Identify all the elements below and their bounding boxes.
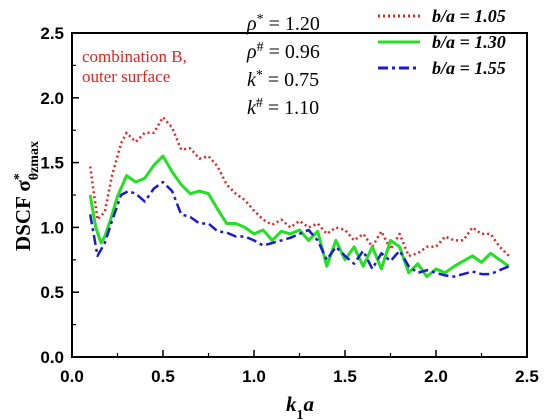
legend-label-series-2: b/a = 1.30 (432, 32, 506, 52)
y-tick-label: 0.0 (40, 348, 64, 367)
x-tick-label: 1.5 (333, 367, 357, 386)
y-tick-label: 2.0 (40, 89, 64, 108)
y-tick-label: 1.5 (40, 154, 64, 173)
y-tick-label: 0.5 (40, 283, 64, 302)
param-k-star: k* = 0.75 (247, 68, 319, 92)
param-rho-star: ρ* = 1.20 (246, 12, 320, 36)
legend-label-series-1: b/a = 1.05 (432, 6, 506, 26)
x-axis-label: k1a (286, 392, 314, 420)
param-rho-hash: ρ# = 0.96 (246, 40, 320, 64)
y-tick-label: 2.5 (40, 24, 64, 43)
legend: b/a = 1.05 b/a = 1.30 b/a = 1.55 (378, 6, 506, 78)
plot-frame (71, 32, 528, 358)
param-k-hash: k# = 1.10 (247, 96, 319, 120)
series-line-2 (88, 154, 510, 279)
x-tick-label: 0.5 (151, 367, 175, 386)
y-axis-label: DSCF σ*θzmax (11, 141, 42, 251)
legend-label-series-3: b/a = 1.55 (432, 58, 506, 78)
series-line-3 (88, 180, 510, 278)
series-line-1 (88, 115, 510, 258)
x-tick-label: 0.0 (60, 367, 84, 386)
x-tick-label: 2.5 (515, 367, 539, 386)
parameter-block: ρ* = 1.20 ρ# = 0.96 k* = 0.75 k# = 1.10 (246, 12, 320, 120)
annotation-line-1: combination B, (82, 47, 187, 66)
y-tick-label: 1.0 (40, 218, 64, 237)
annotation-line-2: outer surface (82, 67, 170, 86)
x-tick-label: 2.0 (424, 367, 448, 386)
x-tick-label: 1.0 (242, 367, 266, 386)
